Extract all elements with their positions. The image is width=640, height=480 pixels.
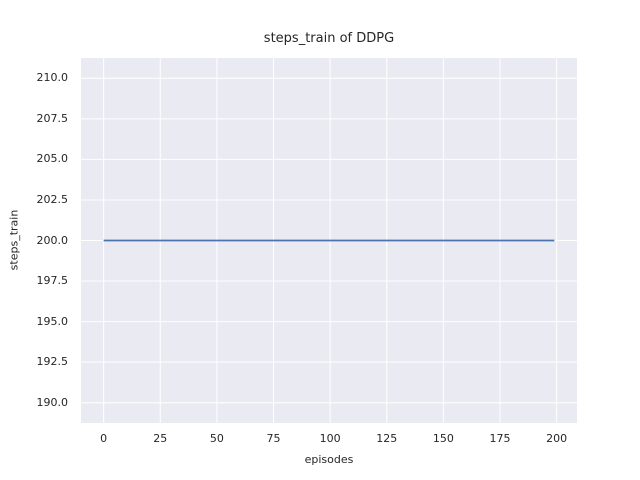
y-tick-label: 200.0 — [36, 233, 69, 247]
x-tick-label: 0 — [100, 432, 108, 445]
x-tick-label: 100 — [319, 432, 341, 445]
x-tick-label: 125 — [376, 432, 398, 445]
y-tick-label: 207.5 — [36, 111, 69, 125]
x-tick-label: 150 — [432, 432, 454, 445]
y-tick-label: 190.0 — [36, 395, 69, 409]
y-tick-label: 192.5 — [36, 355, 69, 369]
plot-svg — [81, 58, 577, 423]
chart-title: steps_train of DDPG — [263, 31, 395, 46]
plot-area — [81, 58, 577, 423]
y-tick-label: 205.0 — [36, 152, 69, 166]
y-tick-label: 195.0 — [36, 314, 69, 328]
x-axis-label: episodes — [304, 453, 354, 466]
x-tick-label: 175 — [489, 432, 511, 445]
y-tick-label: 197.5 — [36, 274, 69, 288]
x-tick-label: 50 — [209, 432, 224, 445]
x-tick-label: 200 — [546, 432, 568, 445]
x-tick-label: 75 — [266, 432, 281, 445]
x-tick-label: 25 — [153, 432, 168, 445]
y-tick-label: 210.0 — [36, 71, 69, 85]
y-tick-label: 202.5 — [36, 192, 69, 206]
